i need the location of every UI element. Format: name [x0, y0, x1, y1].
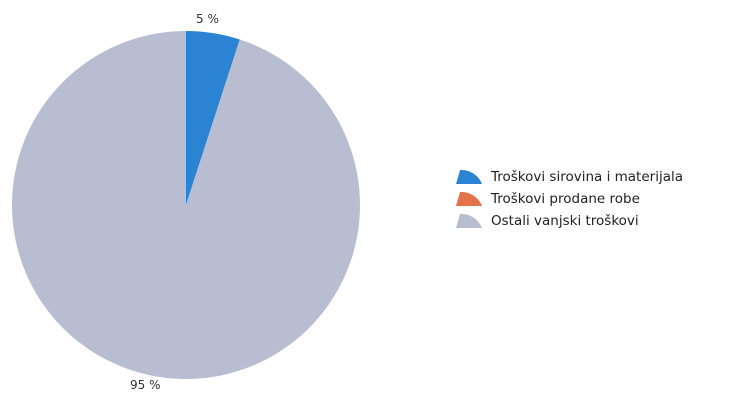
legend-label: Troškovi sirovina i materijala — [491, 169, 684, 185]
pie-slice-0[interactable] — [186, 31, 240, 205]
pie-slices — [11, 31, 360, 380]
legend-swatch-blue — [456, 169, 482, 184]
chart-legend: Troškovi sirovina i materijala Troškovi … — [455, 166, 735, 232]
pie-slice-2[interactable] — [11, 31, 360, 380]
legend-swatch-grey — [456, 213, 482, 228]
legend-item-ostali-vanjski-troskovi[interactable]: Ostali vanjski troškovi — [455, 210, 735, 232]
legend-label: Ostali vanjski troškovi — [491, 213, 639, 229]
legend-swatch-orange — [456, 191, 482, 206]
legend-item-troskovi-sirovina[interactable]: Troškovi sirovina i materijala — [455, 166, 735, 188]
legend-item-troskovi-prodane-robe[interactable]: Troškovi prodane robe — [455, 188, 735, 210]
data-label-ostali-vanjski: 95 % — [130, 378, 161, 392]
legend-label: Troškovi prodane robe — [491, 191, 640, 207]
data-label-troskovi-sirovina: 5 % — [196, 12, 219, 26]
